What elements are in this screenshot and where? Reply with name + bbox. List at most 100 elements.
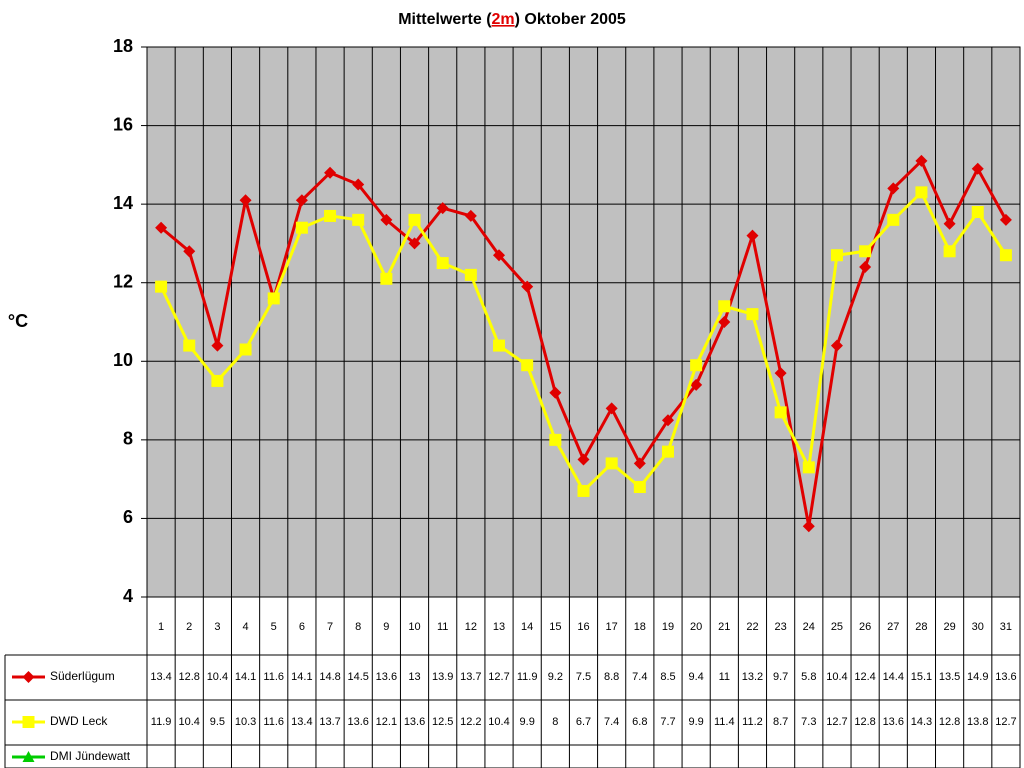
table-value: 13.4 (291, 716, 312, 728)
point (830, 339, 843, 352)
x-tick-label: 31 (1000, 621, 1012, 633)
x-tick-label: 15 (549, 621, 561, 633)
table-value: 14.9 (967, 671, 988, 683)
point (577, 453, 590, 466)
table-value: 14.8 (319, 671, 340, 683)
point (521, 280, 534, 293)
table-value: 12.8 (179, 671, 200, 683)
table-value: 6.7 (576, 716, 591, 728)
point (859, 245, 872, 258)
point (211, 339, 224, 352)
point (521, 359, 534, 372)
table-value: 14.1 (291, 671, 312, 683)
point (943, 245, 956, 258)
legend-marker (22, 716, 35, 728)
table-value: 13.2 (742, 671, 763, 683)
point (943, 217, 956, 230)
table-value: 8.7 (773, 716, 788, 728)
x-tick-label: 24 (803, 621, 815, 633)
point (605, 457, 618, 470)
x-tick-label: 19 (662, 621, 674, 633)
point (408, 213, 421, 226)
table-value: 11.6 (263, 716, 284, 728)
point (971, 206, 984, 218)
legend-marker (22, 671, 35, 683)
point (690, 359, 703, 372)
table-value: 8.8 (604, 671, 619, 683)
x-tick-label: 23 (775, 621, 787, 633)
point (774, 367, 787, 380)
table-value: 13.6 (376, 671, 397, 683)
point (324, 166, 337, 179)
point (774, 406, 787, 419)
table-value: 14.1 (235, 671, 256, 683)
point (605, 402, 618, 415)
table-value: 9.2 (548, 671, 563, 683)
x-tick-label: 30 (972, 621, 984, 633)
point (549, 433, 562, 446)
table-value: 9.5 (210, 716, 225, 728)
point (493, 339, 506, 352)
table-value: 10.4 (826, 671, 847, 683)
table-value: 13.6 (883, 716, 904, 728)
point (633, 457, 646, 470)
table-value: 11.2 (742, 716, 763, 728)
point (352, 213, 365, 226)
table-value: 11.9 (151, 716, 172, 728)
x-tick-label: 3 (214, 621, 220, 633)
point (183, 339, 196, 352)
table-value: 14.5 (347, 671, 368, 683)
table-value: 12.1 (376, 716, 397, 728)
table-value: 13.5 (939, 671, 960, 683)
legend-label: DMI Jündewatt (50, 749, 131, 763)
legend-label: Süderlügum (50, 669, 115, 683)
table-value: 5.8 (801, 671, 816, 683)
y-tick-label: 16 (113, 114, 133, 134)
x-tick-label: 20 (690, 621, 702, 633)
table-value: 13.6 (347, 716, 368, 728)
x-tick-label: 26 (859, 621, 871, 633)
x-tick-label: 7 (327, 621, 333, 633)
point (295, 221, 308, 234)
point (577, 484, 590, 497)
point (746, 308, 759, 321)
table-value: 7.4 (604, 716, 619, 728)
table-value: 13.7 (460, 671, 481, 683)
table-value: 7.7 (660, 716, 675, 728)
y-tick-label: 8 (123, 429, 133, 449)
table-value: 12.8 (939, 716, 960, 728)
point (915, 154, 928, 167)
table-value: 13 (408, 671, 420, 683)
point (971, 162, 984, 175)
point (211, 374, 224, 387)
table-value: 7.3 (801, 716, 816, 728)
x-tick-label: 27 (887, 621, 899, 633)
x-tick-label: 10 (408, 621, 420, 633)
x-tick-label: 12 (465, 621, 477, 633)
point (915, 186, 928, 199)
table-value: 13.6 (404, 716, 425, 728)
x-tick-label: 17 (606, 621, 618, 633)
x-tick-label: 9 (383, 621, 389, 633)
table-value: 11.6 (263, 671, 284, 683)
x-tick-label: 28 (915, 621, 927, 633)
point (802, 461, 815, 474)
x-tick-label: 13 (493, 621, 505, 633)
point (380, 272, 393, 285)
title-link[interactable]: 2m (492, 11, 515, 28)
chart-title: Mittelwerte (2m) Oktober 2005 (398, 11, 626, 28)
legend-label: DWD Leck (50, 714, 108, 728)
x-tick-label: 18 (634, 621, 646, 633)
table-value: 10.3 (235, 716, 256, 728)
point (887, 182, 900, 195)
point (859, 261, 872, 273)
table-value: 6.8 (632, 716, 647, 728)
plot-area (146, 46, 1021, 598)
table-value: 13.4 (150, 671, 171, 683)
table-value: 9.7 (773, 671, 788, 683)
x-tick-label: 6 (299, 621, 305, 633)
table-value: 13.8 (967, 716, 988, 728)
point (267, 292, 280, 305)
y-tick-label: 18 (113, 36, 133, 56)
